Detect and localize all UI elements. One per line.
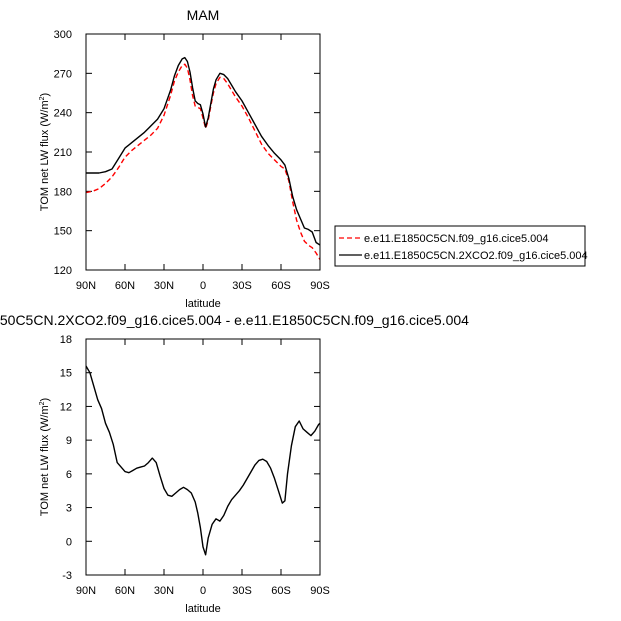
bottom-chart-y-tick-label: 12 (60, 401, 72, 413)
top-chart-x-tick-label: 90N (76, 280, 96, 292)
top-chart-y-axis-label-main: TOM net LW flux (W/m (39, 100, 51, 211)
top-chart: MAM 90N 60N 30N 0 30S 60S 90S 120 150 180 210 240 2… (39, 7, 588, 310)
bottom-chart: e.e11.E1850C5CN.2XCO2.f09_g16.cice5.004 … (0, 312, 469, 615)
top-chart-series-line-1 (86, 56, 321, 246)
bottom-chart-frame (85, 338, 321, 576)
top-chart-y-axis-label: TOM net LW flux (W/m2) (39, 93, 51, 211)
top-chart-x-tick-labels: 90N 60N 30N 0 30S 60S 90S (76, 280, 330, 292)
bottom-chart-title: e.e11.E1850C5CN.2XCO2.f09_g16.cice5.004 … (0, 312, 469, 328)
bottom-chart-x-tick-label: 60S (271, 585, 291, 597)
top-chart-x-tick-label: 60S (271, 280, 291, 292)
top-chart-y-tick-label: 270 (54, 68, 72, 80)
bottom-chart-x-tick-labels: 90N 60N 30N 0 30S 60S 90S (76, 585, 330, 597)
top-chart-series-line-0 (85, 63, 321, 260)
bottom-chart-y-tick-label: 18 (60, 334, 72, 346)
top-chart-y-tick-label: 240 (54, 108, 72, 120)
top-chart-y-tick-labels: 120 150 180 210 240 270 300 (54, 29, 72, 277)
bottom-chart-y-tick-label: -3 (62, 570, 72, 582)
top-chart-x-axis-label: latitude (185, 298, 220, 310)
top-chart-x-tick-label: 60N (115, 280, 135, 292)
top-chart-y-axis-label-sup: 2 (39, 96, 46, 100)
bottom-chart-y-tick-label: 15 (60, 368, 72, 380)
top-chart-y-tick-label: 300 (54, 29, 72, 41)
top-chart-y-tick-label: 180 (54, 186, 72, 198)
top-chart-x-tick-label: 90S (310, 280, 330, 292)
legend-label-control: e.e11.E1850C5CN.f09_g16.cice5.004 (364, 233, 549, 245)
top-chart-series (85, 56, 321, 260)
top-chart-frame (85, 33, 321, 271)
bottom-chart-y-tick-labels: -3 0 3 6 9 12 15 18 (60, 334, 72, 582)
bottom-chart-y-tick-label: 6 (66, 469, 72, 481)
legend: e.e11.E1850C5CN.f09_g16.cice5.004 e.e11.… (334, 225, 588, 267)
legend-box (334, 225, 586, 267)
bottom-chart-x-tick-label: 30S (232, 585, 252, 597)
bottom-chart-y-tick-label: 0 (66, 536, 72, 548)
top-chart-x-tick-label: 30S (232, 280, 252, 292)
bottom-chart-y-axis-label: TOM net LW flux (W/m2) (39, 398, 51, 516)
bottom-chart-x-tick-label: 0 (200, 585, 206, 597)
bottom-chart-x-tick-label: 30N (154, 585, 174, 597)
bottom-chart-series-line-0 (85, 365, 321, 556)
bottom-chart-series (85, 365, 321, 556)
bottom-chart-y-axis-label-close: ) (39, 398, 51, 402)
top-chart-y-tick-label: 120 (54, 265, 72, 277)
bottom-chart-y-tick-label: 9 (66, 435, 72, 447)
top-chart-y-axis-label-close: ) (39, 93, 51, 97)
bottom-chart-y-axis-label-main: TOM net LW flux (W/m (39, 405, 51, 516)
legend-label-2xco2: e.e11.E1850C5CN.2XCO2.f09_g16.cice5.004 (364, 250, 588, 262)
bottom-chart-x-tick-label: 60N (115, 585, 135, 597)
top-chart-y-tick-label: 210 (54, 147, 72, 159)
top-chart-y-tick-label: 150 (54, 226, 72, 238)
top-chart-ticks (85, 33, 321, 271)
top-chart-title: MAM (187, 7, 220, 23)
bottom-chart-y-axis-label-sup: 2 (39, 401, 46, 405)
bottom-chart-y-tick-label: 3 (66, 503, 72, 515)
top-chart-x-tick-label: 0 (200, 280, 206, 292)
bottom-chart-x-tick-label: 90N (76, 585, 96, 597)
top-chart-x-tick-label: 30N (154, 280, 174, 292)
bottom-chart-x-axis-label: latitude (185, 603, 220, 615)
bottom-chart-ticks (85, 338, 321, 576)
bottom-chart-x-tick-label: 90S (310, 585, 330, 597)
